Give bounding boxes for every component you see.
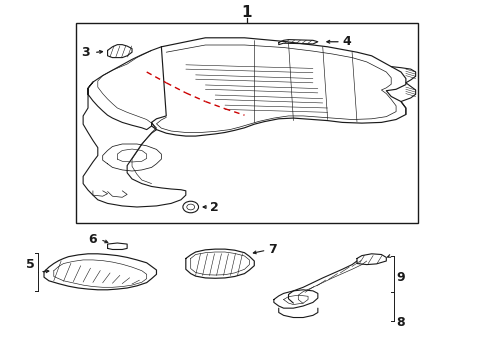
Text: 4: 4 [342, 35, 350, 48]
Text: 1: 1 [241, 5, 252, 20]
Text: 2: 2 [210, 201, 219, 213]
Bar [76, 23, 417, 223]
Text: 3: 3 [81, 46, 90, 59]
Text: 5: 5 [26, 258, 35, 271]
Text: 9: 9 [395, 271, 404, 284]
Text: 6: 6 [88, 233, 97, 246]
Text: 7: 7 [267, 243, 276, 256]
Text: 8: 8 [395, 316, 404, 329]
